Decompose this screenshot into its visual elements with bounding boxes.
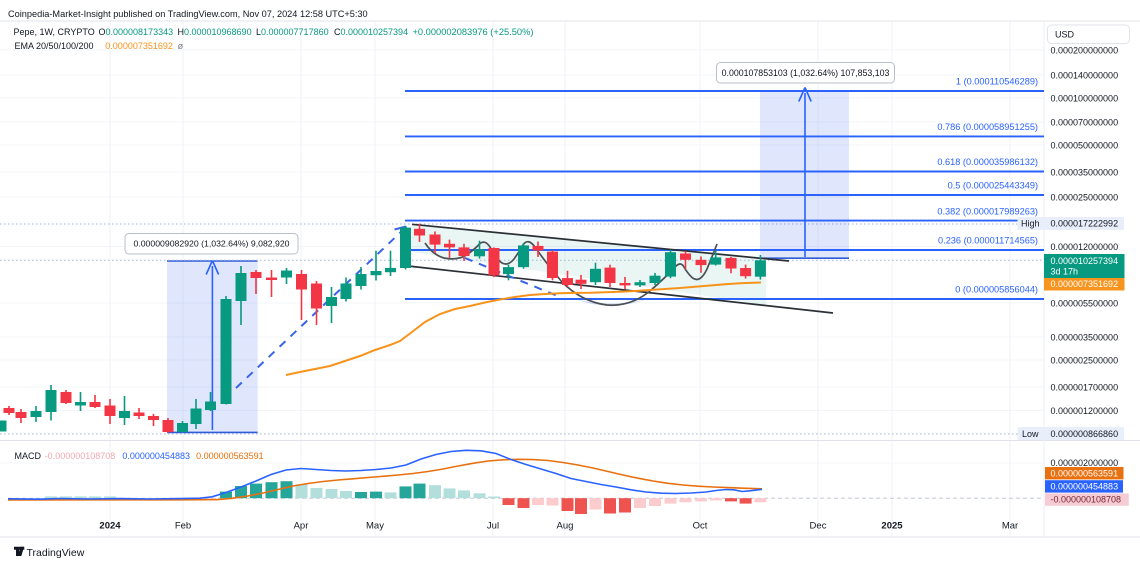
svg-text:0.000009082920 (1,032.64%) 9,0: 0.000009082920 (1,032.64%) 9,082,920	[133, 239, 289, 249]
svg-text:Jul: Jul	[487, 521, 499, 532]
svg-text:-0.000000108708: -0.000000108708	[1051, 495, 1122, 505]
svg-text:0.000050000000: 0.000050000000	[1051, 140, 1119, 150]
svg-text:High: High	[1021, 219, 1040, 229]
svg-text:Apr: Apr	[294, 521, 309, 532]
svg-text:0.786 (0.000058951255): 0.786 (0.000058951255)	[937, 122, 1038, 132]
svg-text:0 (0.000005856044): 0 (0.000005856044)	[955, 285, 1038, 295]
svg-text:0.000000563591: 0.000000563591	[1051, 469, 1119, 479]
svg-text:0.618 (0.000035986132): 0.618 (0.000035986132)	[937, 157, 1038, 167]
svg-text:Mar: Mar	[1002, 521, 1018, 532]
svg-text:0.000002500000: 0.000002500000	[1051, 355, 1119, 365]
svg-text:USD: USD	[1055, 30, 1075, 40]
svg-text:-0.000000108708: -0.000000108708	[45, 451, 116, 461]
svg-text:Aug: Aug	[557, 521, 574, 532]
svg-text:May: May	[366, 521, 384, 532]
svg-text:0.000007351692: 0.000007351692	[105, 41, 173, 51]
svg-text:0.000002000000: 0.000002000000	[1051, 458, 1119, 468]
svg-text:2024: 2024	[99, 521, 121, 532]
svg-text:1 (0.000110546289): 1 (0.000110546289)	[956, 77, 1038, 87]
svg-text:0.382 (0.000017989263): 0.382 (0.000017989263)	[937, 206, 1038, 216]
svg-text:0.000003500000: 0.000003500000	[1051, 332, 1119, 342]
svg-text:0.5 (0.000025443349): 0.5 (0.000025443349)	[948, 181, 1038, 191]
svg-text:0.000010257394: 0.000010257394	[1051, 256, 1119, 266]
svg-text:H0.000010968690: H0.000010968690	[178, 27, 252, 37]
svg-text:0.000100000000: 0.000100000000	[1051, 93, 1119, 103]
svg-text:Low: Low	[1022, 429, 1039, 439]
svg-text:O0.000008173343: O0.000008173343	[99, 27, 174, 37]
svg-text:ø: ø	[178, 41, 184, 51]
svg-text:2025: 2025	[881, 521, 903, 532]
svg-text:Feb: Feb	[175, 521, 191, 532]
svg-text:0.000012000000: 0.000012000000	[1051, 242, 1119, 252]
svg-text:Coinpedia-Market-Insight publi: Coinpedia-Market-Insight published on Tr…	[8, 9, 368, 19]
svg-text:0.000017222992: 0.000017222992	[1051, 219, 1119, 229]
svg-text:0.000035000000: 0.000035000000	[1051, 167, 1119, 177]
svg-text:0.000000454883: 0.000000454883	[122, 451, 190, 461]
svg-text:0.000005500000: 0.000005500000	[1051, 298, 1119, 308]
svg-text:L0.000007717860: L0.000007717860	[256, 27, 329, 37]
svg-text:Dec: Dec	[810, 521, 827, 532]
svg-text:0.000000454883: 0.000000454883	[1051, 482, 1119, 492]
svg-text:MACD: MACD	[15, 451, 42, 461]
svg-text:+0.000002083976 (+25.50%): +0.000002083976 (+25.50%)	[413, 27, 534, 37]
svg-text:EMA 20/50/100/200: EMA 20/50/100/200	[15, 41, 94, 51]
svg-text:0.000001700000: 0.000001700000	[1051, 382, 1119, 392]
svg-text:TradingView: TradingView	[27, 547, 85, 559]
svg-text:0.000200000000: 0.000200000000	[1051, 45, 1119, 55]
svg-text:0.236 (0.000011714565): 0.236 (0.000011714565)	[938, 236, 1038, 246]
svg-text:0.000001200000: 0.000001200000	[1051, 406, 1119, 416]
svg-text:0.000000866860: 0.000000866860	[1051, 429, 1119, 439]
svg-text:0.000000563591: 0.000000563591	[196, 451, 264, 461]
svg-text:0.000140000000: 0.000140000000	[1051, 70, 1119, 80]
svg-text:3d 17h: 3d 17h	[1051, 267, 1079, 277]
svg-text:0.000025000000: 0.000025000000	[1051, 192, 1119, 202]
svg-text:0.000107853103 (1,032.64%) 107: 0.000107853103 (1,032.64%) 107,853,103	[722, 68, 890, 78]
svg-text:C0.000010257394: C0.000010257394	[334, 27, 408, 37]
svg-text:Oct: Oct	[693, 521, 708, 532]
svg-text:0.000007351692: 0.000007351692	[1051, 279, 1119, 289]
svg-text:Pepe, 1W, CRYPTO: Pepe, 1W, CRYPTO	[14, 27, 95, 37]
svg-text:0.000070000000: 0.000070000000	[1051, 117, 1119, 127]
